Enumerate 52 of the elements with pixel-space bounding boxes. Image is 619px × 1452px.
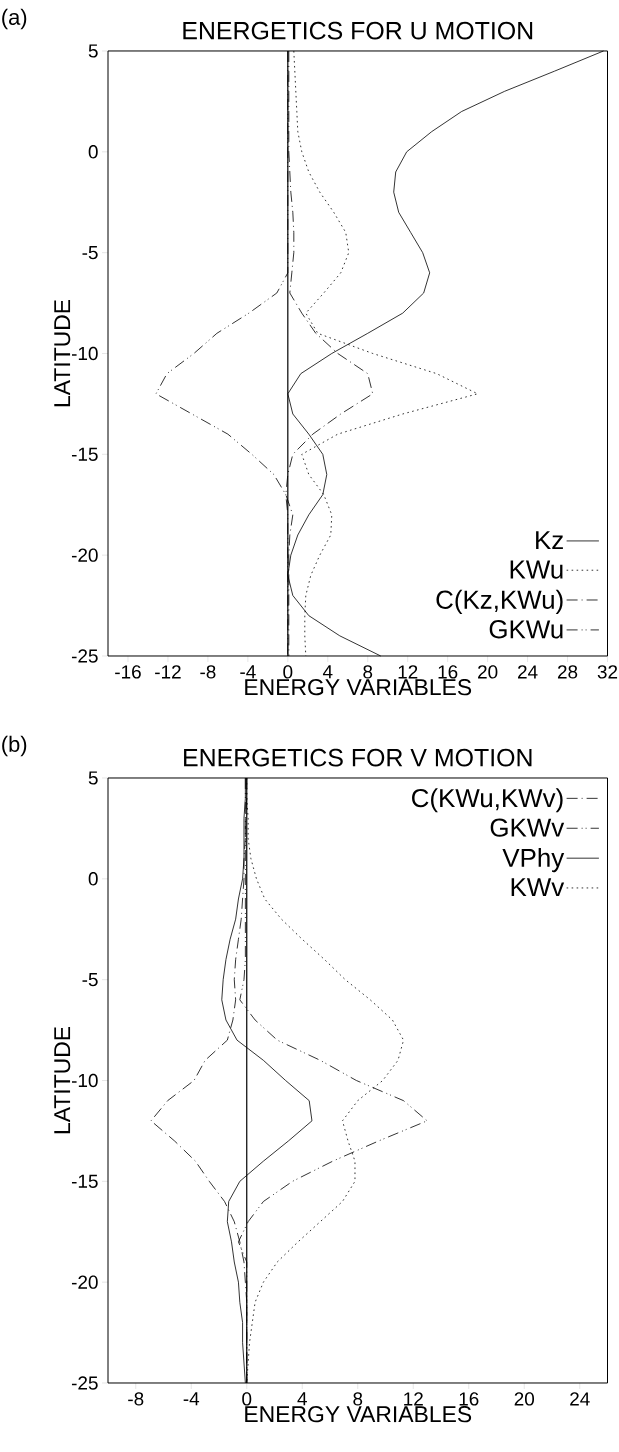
x-tick-label: 16 <box>438 665 458 679</box>
legend-label: GKWv <box>490 818 565 837</box>
legend-label: C(Kz,KWu) <box>436 589 563 614</box>
x-tick-label: 4 <box>322 665 333 679</box>
legend-label: Kz <box>536 531 563 550</box>
y-tick-label: -5 <box>82 973 98 987</box>
x-tick-label: 24 <box>570 1392 590 1406</box>
x-tick-label: 20 <box>514 1392 535 1406</box>
legend-label: KWu <box>510 560 563 579</box>
y-tick-label: -5 <box>82 246 98 260</box>
x-tick-label: -16 <box>115 665 141 679</box>
x-tick-label: 0 <box>242 1392 252 1406</box>
y-tick-label: -10 <box>71 1073 98 1088</box>
legend-label: VPhy <box>502 848 565 873</box>
y-tick-label: 0 <box>88 145 98 159</box>
x-tick-label: 12 <box>404 1392 423 1406</box>
y-tick-label: -10 <box>71 346 98 361</box>
y-tick-label: -20 <box>71 1275 98 1289</box>
x-tick-label: 8 <box>363 665 373 679</box>
x-tick-label: -12 <box>155 665 181 679</box>
y-tick-label: 5 <box>88 771 98 785</box>
x-tick-label: -8 <box>128 1392 144 1406</box>
x-tick-label: 16 <box>459 1392 479 1406</box>
y-tick-label: -20 <box>71 548 98 562</box>
chart-title: ENERGETICS FOR U MOTION <box>183 21 533 40</box>
text: (b) <box>2 735 27 757</box>
legend-label: C(KWu,KWv) <box>412 788 563 813</box>
x-tick-label: 8 <box>353 1392 363 1406</box>
x-tick-label: 28 <box>557 665 578 679</box>
x-tick-label: 20 <box>478 665 498 679</box>
x-tick-label: -4 <box>183 1392 200 1406</box>
x-axis-title: ENERGY VARIABLES <box>245 1406 472 1423</box>
y-tick-label: 0 <box>88 872 98 886</box>
x-tick-label: 12 <box>398 665 418 679</box>
x-tick-label: 0 <box>283 665 293 679</box>
x-tick-label: 4 <box>297 1392 307 1406</box>
chart-title: ENERGETICS FOR V MOTION <box>184 748 532 767</box>
legend-label: GKWu <box>489 620 563 639</box>
y-tick-label: 5 <box>88 44 98 58</box>
legend-label: KWv <box>511 878 565 897</box>
y-tick-label: -15 <box>71 447 98 461</box>
x-tick-label: -4 <box>240 665 256 679</box>
text: (a) <box>2 8 27 30</box>
x-axis-title: ENERGY VARIABLES <box>245 679 472 696</box>
y-axis-title: LATITUDE <box>54 1026 71 1134</box>
y-axis-title: LATITUDE <box>54 299 71 407</box>
x-tick-label: -8 <box>200 665 216 679</box>
x-tick-label: 24 <box>518 665 538 679</box>
y-tick-label: -25 <box>71 649 98 663</box>
y-tick-label: -25 <box>71 1376 98 1390</box>
y-tick-label: -15 <box>71 1174 98 1188</box>
x-tick-label: 32 <box>597 665 618 679</box>
